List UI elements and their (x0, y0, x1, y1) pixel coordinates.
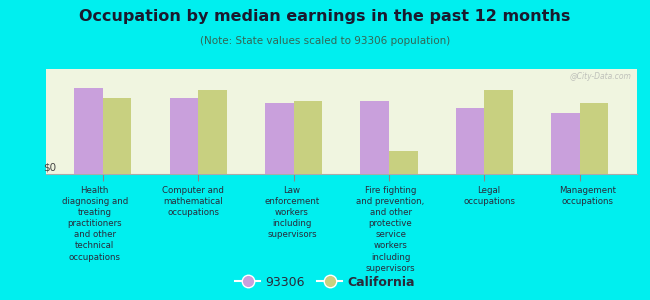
Bar (294, 100, 322, 174)
Bar (360, 100, 389, 174)
Bar (484, 90, 513, 174)
Bar (103, 98, 131, 174)
Text: Health
diagnosing and
treating
practitioners
and other
technical
occupations: Health diagnosing and treating practitio… (62, 186, 128, 262)
Text: Management
occupations: Management occupations (559, 186, 616, 206)
Text: $0: $0 (44, 163, 57, 173)
Bar (170, 98, 198, 174)
Bar (74, 88, 103, 174)
Text: Legal
occupations: Legal occupations (463, 186, 515, 206)
Bar (456, 108, 484, 174)
Text: Fire fighting
and prevention,
and other
protective
service
workers
including
sup: Fire fighting and prevention, and other … (356, 186, 424, 273)
Bar (389, 151, 417, 174)
Bar (551, 113, 580, 174)
Text: Computer and
mathematical
occupations: Computer and mathematical occupations (162, 186, 224, 217)
Text: Law
enforcement
workers
including
supervisors: Law enforcement workers including superv… (265, 186, 320, 239)
Bar (198, 90, 227, 174)
Text: (Note: State values scaled to 93306 population): (Note: State values scaled to 93306 popu… (200, 36, 450, 46)
Legend: 93306, California: 93306, California (230, 271, 420, 294)
Text: Occupation by median earnings in the past 12 months: Occupation by median earnings in the pas… (79, 9, 571, 24)
Bar (265, 103, 294, 174)
Bar (580, 103, 608, 174)
Text: @City-Data.com: @City-Data.com (569, 72, 631, 81)
